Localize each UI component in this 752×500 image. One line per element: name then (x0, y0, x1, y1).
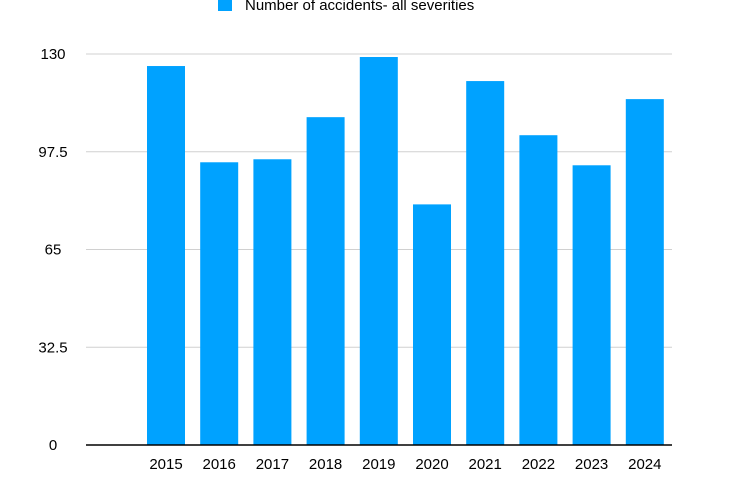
bars (147, 57, 664, 446)
legend: Number of accidents- all severities (218, 0, 474, 14)
bar-2020 (413, 204, 451, 445)
legend-label: Number of accidents- all severities (245, 0, 474, 14)
x-tick-label: 2019 (362, 456, 395, 473)
bar-2021 (466, 81, 505, 446)
bar-2016 (200, 162, 239, 445)
bar-2017 (253, 159, 292, 445)
x-tick-label: 2024 (628, 456, 661, 473)
y-tick-label: 0 (49, 437, 57, 454)
x-tick-label: 2021 (469, 456, 502, 473)
bar-2015 (147, 66, 185, 446)
legend-swatch (218, 0, 232, 11)
bar-2019 (359, 57, 398, 445)
bar-2022 (519, 135, 558, 445)
x-axis-tick-labels: 2015 2016 2017 2018 2019 2020 2021 2022 2023 2024 (149, 456, 661, 473)
x-tick-label: 2020 (415, 456, 448, 473)
x-tick-label: 2015 (149, 456, 182, 473)
x-tick-label: 2017 (256, 456, 289, 473)
bar-2024 (625, 99, 664, 445)
y-axis-tick-labels: 0 32.5 65 97.5 130 (38, 46, 67, 454)
y-tick-label: 130 (40, 46, 65, 63)
x-tick-label: 2016 (203, 456, 236, 473)
y-tick-label: 65 (45, 242, 62, 259)
x-tick-label: 2023 (575, 456, 608, 473)
x-tick-label: 2018 (309, 456, 342, 473)
bar-2018 (306, 117, 345, 446)
y-tick-label: 97.5 (38, 144, 67, 161)
bar-2023 (572, 165, 611, 446)
x-tick-label: 2022 (522, 456, 555, 473)
y-tick-label: 32.5 (38, 339, 67, 356)
